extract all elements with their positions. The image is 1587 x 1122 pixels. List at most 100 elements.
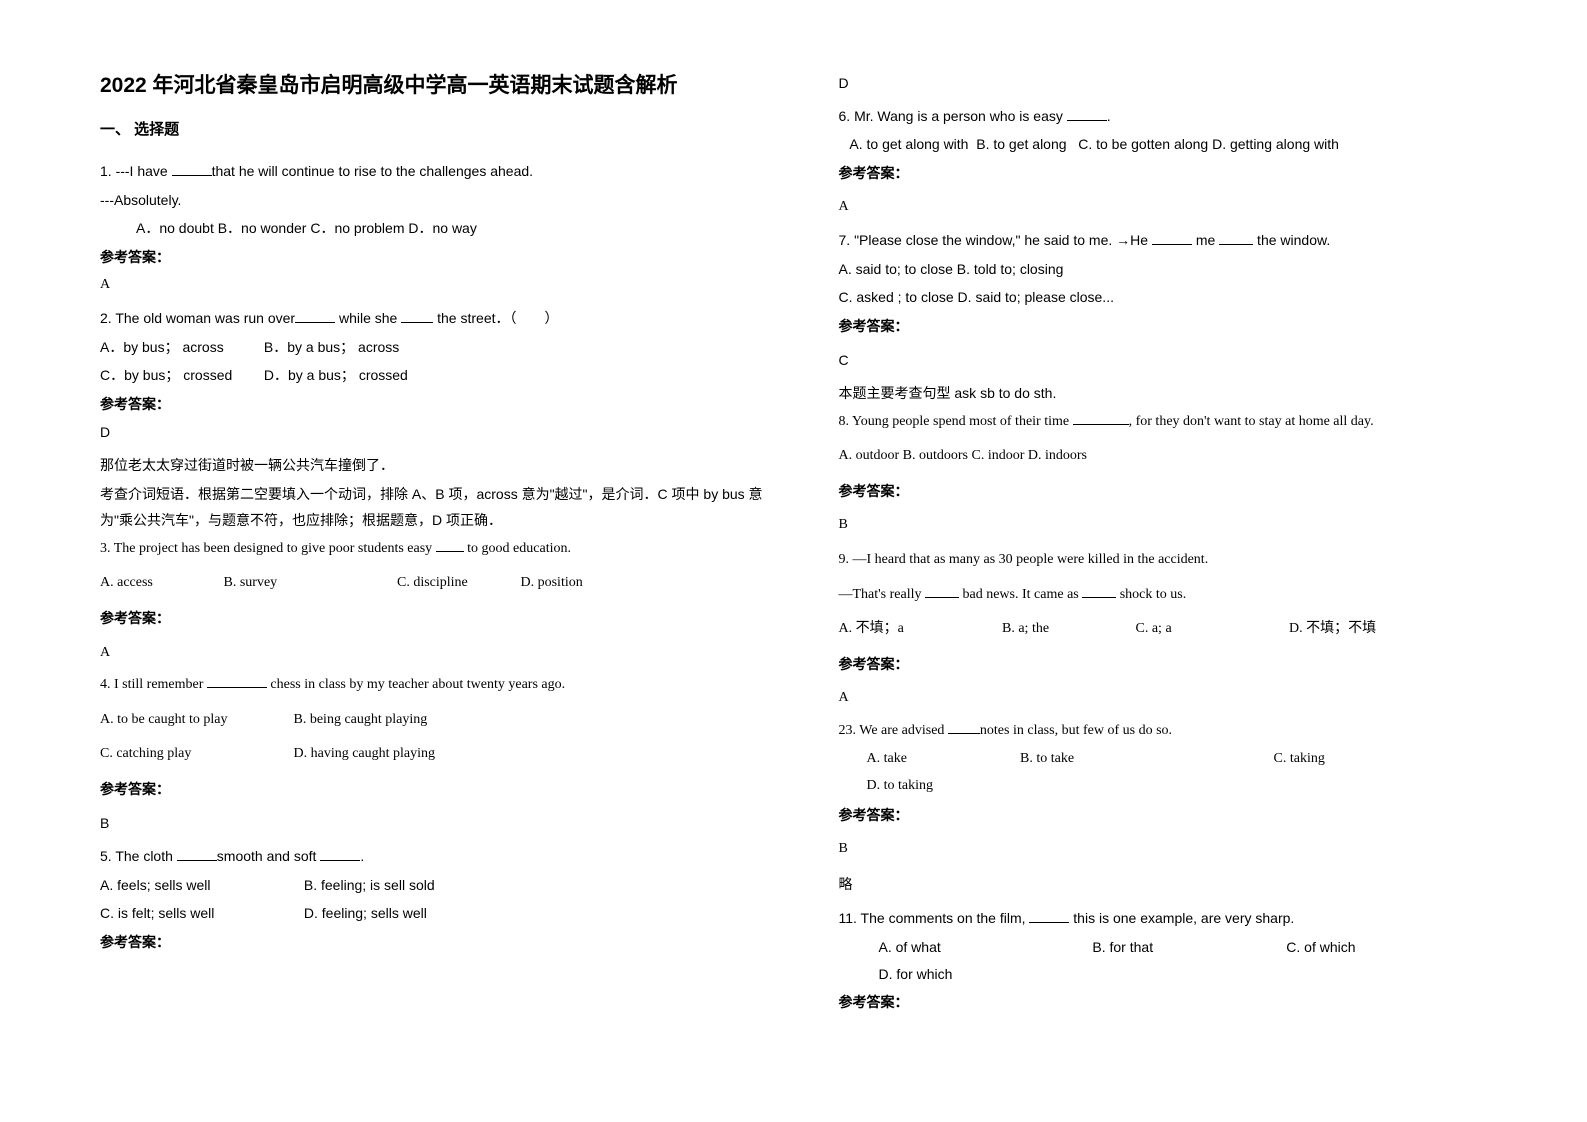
page-title: 2022 年河北省秦皇岛市启明高级中学高一英语期末试题含解析 — [100, 70, 779, 102]
q11-stem: 11. The comments on the film, this is on… — [839, 905, 1518, 932]
q4-opts2: C. catching play D. having caught playin… — [100, 741, 779, 768]
q10-exp: 略 — [839, 871, 1518, 898]
q8-answer: B — [839, 512, 1518, 539]
blank — [1219, 232, 1253, 245]
q5-opts1: A. feels; sells well B. feeling; is sell… — [100, 872, 779, 899]
q1-stem-a: 1. ---I have — [100, 163, 172, 179]
q10-optC: C. taking — [1274, 746, 1464, 773]
q3-opts: A. access B. survey C. discipline D. pos… — [100, 570, 779, 597]
q3-optC: C. discipline — [397, 570, 517, 597]
blank — [172, 163, 212, 176]
q10-opts: A. take B. to take C. taking D. to takin… — [839, 746, 1518, 799]
q6-stem: 6. Mr. Wang is a person who is easy . — [839, 103, 1518, 130]
q10-optD: D. to taking — [867, 773, 934, 800]
q5-mid: smooth and soft — [217, 848, 321, 864]
q11-optB: B. for that — [1092, 934, 1282, 961]
q10-answer: B — [839, 836, 1518, 863]
answer-label: 参考答案： — [100, 244, 779, 271]
right-column: D 6. Mr. Wang is a person who is easy . … — [819, 70, 1538, 1092]
section-heading: 一、 选择题 — [100, 116, 779, 145]
answer-label: 参考答案： — [839, 478, 1518, 505]
q5-answer: D — [839, 70, 1518, 97]
q9-2end: shock to us. — [1116, 587, 1186, 602]
q11-optD: D. for which — [879, 961, 953, 988]
q6-b: . — [1107, 108, 1111, 124]
q3-answer: A — [100, 640, 779, 667]
q6-opts: A. to get along with B. to get along C. … — [839, 131, 1518, 158]
q3-b: to good education. — [464, 541, 571, 556]
q11-opts: A. of what B. for that C. of which D. fo… — [839, 934, 1518, 987]
q2-optA: A．by bus； across — [100, 334, 260, 361]
q4-opts1: A. to be caught to play B. being caught … — [100, 707, 779, 734]
q1-options: A．no doubt B．no wonder C．no problem D．no… — [100, 215, 779, 242]
q11-a: 11. The comments on the film, — [839, 910, 1030, 926]
q3-optA: A. access — [100, 570, 220, 597]
q1-answer: A — [100, 272, 779, 299]
q5-optC: C. is felt; sells well — [100, 900, 300, 927]
q10-optB: B. to take — [1020, 746, 1270, 773]
answer-label: 参考答案： — [839, 651, 1518, 678]
q7-a: 7. "Please close the window," he said to… — [839, 232, 1152, 248]
q5-end: . — [360, 848, 364, 864]
q6-a: 6. Mr. Wang is a person who is easy — [839, 108, 1067, 124]
q3-a: 3. The project has been designed to give… — [100, 541, 436, 556]
q4-b: chess in class by my teacher about twent… — [267, 677, 565, 692]
blank — [1073, 412, 1129, 425]
answer-label: 参考答案： — [100, 605, 779, 632]
q4-a: 4. I still remember — [100, 677, 207, 692]
q9-optC: C. a; a — [1136, 616, 1286, 643]
q10-a: 23. We are advised — [839, 723, 948, 738]
q5-optB: B. feeling; is sell sold — [304, 872, 435, 899]
q10-stem: 23. We are advised notes in class, but f… — [839, 718, 1518, 745]
q7-mid: me — [1192, 232, 1219, 248]
q4-optB: B. being caught playing — [294, 707, 428, 734]
q2-optC: C．by bus； crossed — [100, 362, 260, 389]
q8-opts: A. outdoor B. outdoors C. indoor D. indo… — [839, 443, 1518, 470]
q5-a: 5. The cloth — [100, 848, 177, 864]
q7-stem: 7. "Please close the window," he said to… — [839, 227, 1518, 254]
q9-2mid: bad news. It came as — [959, 587, 1082, 602]
q2-mid: while she — [335, 310, 401, 326]
q1-stem-b: that he will continue to rise to the cha… — [212, 163, 533, 179]
answer-label: 参考答案： — [100, 391, 779, 418]
blank — [207, 676, 267, 689]
blank — [1067, 108, 1107, 121]
q9-optD: D. 不填；不填 — [1289, 616, 1376, 643]
blank — [295, 310, 335, 323]
q4-optD: D. having caught playing — [294, 741, 436, 768]
q2-optB: B．by a bus； across — [264, 334, 399, 361]
q4-stem: 4. I still remember chess in class by my… — [100, 672, 779, 699]
q11-optA: A. of what — [879, 934, 1089, 961]
q9-optB: B. a; the — [1002, 616, 1132, 643]
q9-line1: 9. —I heard that as many as 30 people we… — [839, 547, 1518, 574]
blank — [1082, 585, 1116, 598]
blank — [1152, 232, 1192, 245]
q1-line2: ---Absolutely. — [100, 187, 779, 214]
q1-stem: 1. ---I have that he will continue to ri… — [100, 158, 779, 185]
blank — [925, 585, 959, 598]
q7-answer: C — [839, 347, 1518, 374]
q2-stem: 2. The old woman was run over while she … — [100, 305, 779, 332]
q5-optD: D. feeling; sells well — [304, 900, 427, 927]
q2-a: 2. The old woman was run over — [100, 310, 295, 326]
q8-stem: 8. Young people spend most of their time… — [839, 409, 1518, 436]
answer-label: 参考答案： — [839, 989, 1518, 1016]
q3-stem: 3. The project has been designed to give… — [100, 536, 779, 563]
answer-label: 参考答案： — [100, 929, 779, 956]
q2-end: the street．（ ） — [433, 310, 558, 326]
left-column: 2022 年河北省秦皇岛市启明高级中学高一英语期末试题含解析 一、 选择题 1.… — [100, 70, 819, 1092]
blank — [401, 310, 433, 323]
answer-label: 参考答案： — [839, 802, 1518, 829]
q5-stem: 5. The cloth smooth and soft . — [100, 843, 779, 870]
q3-optB: B. survey — [224, 570, 394, 597]
q8-b: , for they don't want to stay at home al… — [1129, 414, 1374, 429]
q10-optA: A. take — [867, 746, 1017, 773]
q2-answer: D — [100, 419, 779, 446]
q9-answer: A — [839, 685, 1518, 712]
q8-a: 8. Young people spend most of their time — [839, 414, 1073, 429]
q9-opts: A. 不填；a B. a; the C. a; a D. 不填；不填 — [839, 616, 1518, 643]
q2-opts-row1: A．by bus； across B．by a bus； across — [100, 334, 779, 361]
q9-line2: —That's really bad news. It came as shoc… — [839, 582, 1518, 609]
blank — [436, 539, 464, 552]
q6-answer: A — [839, 194, 1518, 221]
